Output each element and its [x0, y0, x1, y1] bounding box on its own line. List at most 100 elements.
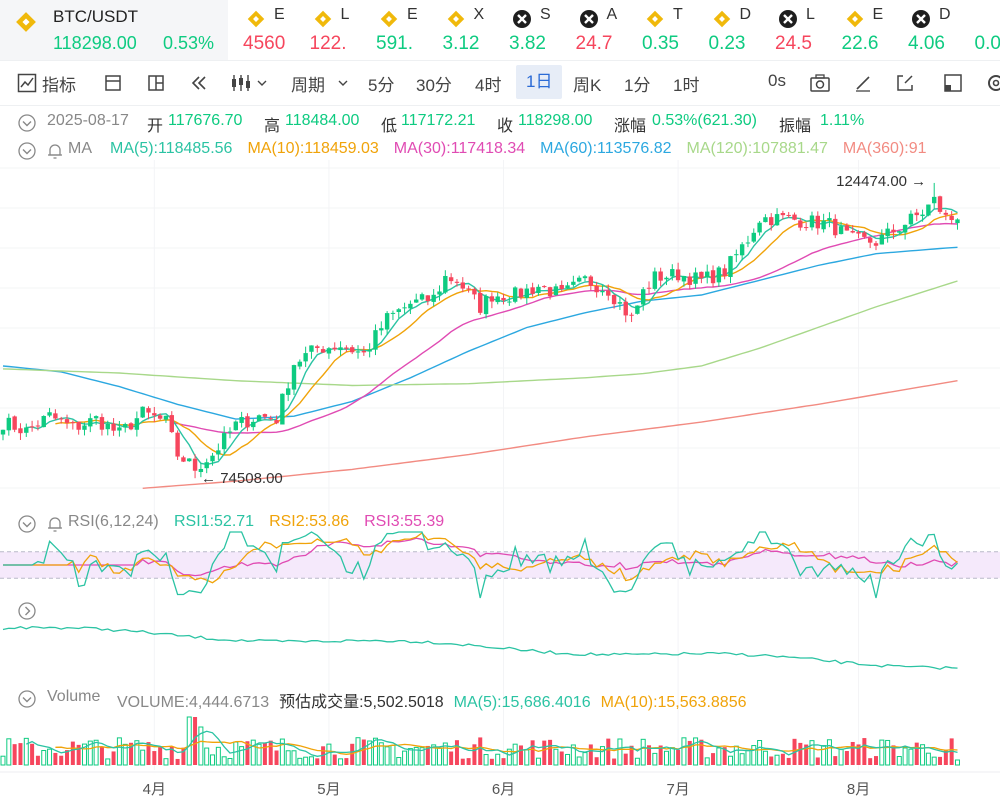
candle[interactable] — [553, 283, 559, 296]
candle[interactable] — [763, 214, 768, 223]
ticker-item[interactable]: E 591. — [364, 0, 430, 60]
candle[interactable] — [582, 274, 588, 282]
candle[interactable] — [245, 413, 250, 432]
candle[interactable] — [6, 413, 12, 436]
candle[interactable] — [12, 415, 17, 433]
bell-icon[interactable] — [45, 514, 65, 534]
fullscreen-icon[interactable] — [943, 73, 963, 93]
candle[interactable] — [326, 346, 332, 359]
candle[interactable] — [524, 284, 529, 305]
candle[interactable] — [280, 393, 285, 425]
candle[interactable] — [617, 296, 623, 311]
candle[interactable] — [722, 264, 727, 280]
interval-30m[interactable]: 30分 — [416, 76, 452, 95]
candle[interactable] — [914, 208, 919, 222]
candle[interactable] — [47, 407, 52, 418]
candle[interactable] — [943, 209, 949, 221]
interval-1w[interactable]: 周K — [573, 76, 602, 95]
candle[interactable] — [769, 213, 774, 231]
candle[interactable] — [687, 272, 692, 290]
candle[interactable] — [367, 343, 372, 358]
candle[interactable] — [547, 286, 553, 300]
ticker-item[interactable]: L 122. — [298, 0, 364, 60]
candle[interactable] — [431, 289, 436, 307]
candle[interactable] — [844, 223, 850, 231]
expand-icon[interactable] — [895, 73, 915, 93]
candle[interactable] — [856, 230, 861, 239]
candle[interactable] — [716, 265, 722, 287]
chevron-down-icon[interactable] — [257, 78, 267, 88]
candle[interactable] — [897, 230, 902, 234]
candle[interactable] — [24, 423, 29, 437]
candle[interactable] — [920, 209, 925, 222]
candle[interactable] — [384, 311, 390, 335]
ticker-item[interactable]: E 4560 — [231, 0, 297, 60]
candle[interactable] — [140, 406, 145, 419]
candle[interactable] — [745, 235, 751, 248]
kline-chart[interactable]: 124474.00 → ← 74508.00 4月 5月 6月 7月 8月 — [0, 160, 1000, 805]
candle[interactable] — [478, 287, 483, 315]
candle[interactable] — [926, 204, 931, 217]
chevron-down-circle-icon[interactable] — [17, 141, 37, 161]
candle[interactable] — [955, 218, 960, 230]
candle[interactable] — [518, 287, 524, 300]
candle[interactable] — [29, 420, 35, 432]
candle[interactable] — [501, 293, 506, 305]
candle[interactable] — [728, 255, 733, 284]
ticker-item[interactable]: D 4.06 — [896, 0, 962, 60]
candle[interactable] — [402, 302, 407, 314]
candle[interactable] — [594, 281, 599, 298]
period-dropdown[interactable]: 周期 — [291, 76, 325, 95]
candle[interactable] — [146, 406, 151, 420]
candle[interactable] — [803, 222, 809, 231]
ticker-item[interactable]: S 3.82 — [497, 0, 563, 60]
candle[interactable] — [309, 345, 314, 359]
candle[interactable] — [291, 364, 297, 396]
candle[interactable] — [128, 422, 134, 431]
candle[interactable] — [559, 280, 564, 292]
candle[interactable] — [355, 345, 361, 359]
candle[interactable] — [59, 416, 64, 424]
candle[interactable] — [76, 421, 81, 435]
candle[interactable] — [623, 297, 628, 323]
candle[interactable] — [82, 422, 87, 436]
candle[interactable] — [35, 420, 41, 431]
candle[interactable] — [320, 346, 326, 353]
candle[interactable] — [53, 409, 58, 421]
candle[interactable] — [833, 214, 838, 239]
candle[interactable] — [268, 415, 273, 421]
candle[interactable] — [157, 413, 163, 421]
candle[interactable] — [611, 294, 617, 309]
candle[interactable] — [297, 359, 303, 370]
candle[interactable] — [448, 273, 454, 285]
candle[interactable] — [221, 426, 227, 455]
interval-1min[interactable]: 1分 — [624, 76, 651, 95]
candle[interactable] — [163, 415, 169, 423]
candle[interactable] — [187, 458, 192, 462]
candle[interactable] — [350, 345, 355, 355]
candle[interactable] — [251, 419, 256, 431]
candle[interactable] — [588, 275, 594, 291]
candle[interactable] — [332, 342, 337, 352]
candle[interactable] — [117, 420, 122, 437]
gear-icon[interactable] — [985, 72, 1000, 94]
candle[interactable] — [821, 213, 826, 233]
candle[interactable] — [105, 420, 110, 436]
candle[interactable] — [635, 305, 640, 315]
candle[interactable] — [198, 463, 204, 478]
candle[interactable] — [454, 279, 460, 287]
indicator-button[interactable]: 指标 — [42, 76, 76, 95]
candle[interactable] — [285, 382, 291, 402]
candle[interactable] — [937, 195, 943, 214]
candle[interactable] — [809, 211, 815, 231]
candle[interactable] — [274, 415, 279, 425]
ticker-item[interactable]: E 22.6 — [830, 0, 896, 60]
candle[interactable] — [681, 275, 687, 287]
candle[interactable] — [210, 452, 215, 466]
candle[interactable] — [693, 267, 698, 289]
candle[interactable] — [303, 346, 308, 368]
interval-1h[interactable]: 1时 — [673, 76, 700, 95]
candle[interactable] — [169, 411, 174, 434]
chevron-down-circle-icon[interactable] — [17, 689, 37, 709]
candle[interactable] — [483, 294, 489, 319]
